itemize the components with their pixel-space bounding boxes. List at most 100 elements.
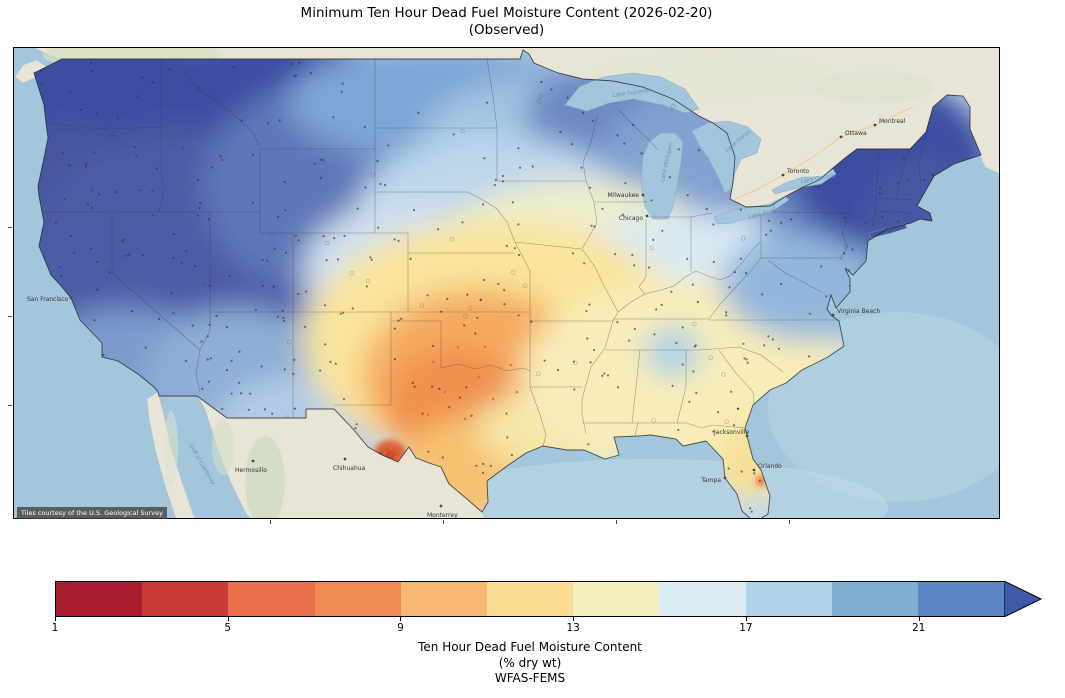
station-dot	[319, 177, 323, 180]
us-border-outline	[33, 49, 982, 519]
station-dot	[517, 147, 520, 150]
station-dot	[91, 189, 94, 192]
station-dot	[740, 470, 743, 473]
station-dot	[197, 86, 200, 89]
station-dot	[483, 345, 487, 349]
colorbar-segment	[314, 582, 401, 616]
city-label: Chihuahua	[333, 465, 366, 472]
station-dot	[749, 507, 752, 510]
station-dot	[278, 119, 281, 122]
station-dot	[196, 214, 199, 217]
station-dot	[141, 76, 144, 79]
station-dot	[144, 346, 147, 349]
station-dot	[530, 320, 533, 323]
station-dot	[651, 418, 656, 423]
station-dot	[540, 81, 543, 84]
station-dot	[69, 234, 73, 237]
station-dot	[767, 335, 770, 338]
colorbar-segment	[400, 582, 487, 616]
colorbar-tick-label: 5	[224, 622, 232, 634]
station-dot	[208, 323, 211, 326]
station-dot	[254, 308, 258, 311]
station-dot	[655, 308, 658, 311]
station-dot	[902, 156, 905, 159]
city-marker	[752, 468, 756, 472]
station-dot	[332, 116, 335, 119]
colorbar-tickmark	[227, 617, 229, 621]
station-dot	[283, 368, 286, 371]
station-dot	[269, 232, 274, 238]
colorbar-tick-label: 21	[911, 622, 926, 634]
station-dot	[522, 283, 528, 288]
station-dot	[510, 270, 516, 275]
station-dot	[878, 192, 882, 195]
station-dot	[168, 68, 171, 71]
station-dot	[725, 314, 728, 317]
station-dot	[440, 310, 443, 313]
station-dot	[660, 303, 663, 306]
station-dot	[452, 133, 455, 136]
station-dot	[677, 148, 681, 151]
station-dot	[493, 183, 496, 187]
colorbar-segment	[142, 582, 229, 616]
station-dot	[771, 338, 775, 341]
station-dot	[260, 365, 263, 368]
station-dot	[230, 392, 233, 395]
station-dot	[753, 472, 756, 475]
station-dot	[505, 244, 508, 247]
station-dot	[820, 265, 823, 268]
station-dot	[158, 317, 161, 320]
station-dot	[290, 63, 293, 66]
station-dot	[85, 163, 88, 166]
station-dot	[304, 325, 307, 328]
city-label: Jacksonville	[713, 429, 749, 436]
station-dot	[543, 359, 546, 362]
station-dot	[896, 220, 900, 223]
great-lakes	[564, 72, 837, 225]
station-dot	[130, 310, 134, 313]
state-borders	[39, 58, 927, 447]
station-dot	[878, 186, 882, 189]
station-dot	[60, 275, 63, 278]
station-dot	[160, 135, 165, 140]
station-dot	[206, 358, 209, 361]
city-labels: San Francisco Hermosillo Chihuahua Monterre…	[27, 118, 906, 519]
station-dot	[769, 229, 772, 232]
station-dot	[712, 430, 715, 433]
station-dot	[151, 190, 154, 193]
axis-tick	[616, 520, 617, 524]
city-marker	[873, 123, 877, 127]
station-dot	[185, 250, 188, 253]
city-label: San Francisco	[27, 296, 69, 303]
station-dot	[745, 358, 748, 361]
station-dot	[696, 300, 699, 304]
station-dot	[482, 462, 485, 466]
station-dot	[277, 215, 280, 218]
station-dot	[733, 424, 736, 427]
axis-tick	[8, 227, 12, 228]
station-dot	[486, 101, 489, 104]
station-dot	[695, 391, 698, 394]
station-dot	[653, 333, 656, 336]
station-dot	[84, 165, 87, 168]
station-dot	[284, 209, 287, 212]
city-marker	[839, 135, 843, 139]
station-dot	[219, 155, 222, 158]
station-dot	[463, 417, 467, 421]
station-dot	[688, 400, 691, 403]
station-dot	[843, 216, 847, 219]
station-dot	[746, 361, 749, 364]
station-dot	[292, 372, 295, 375]
station-dot	[851, 248, 854, 251]
station-dot	[617, 386, 620, 389]
station-dot	[333, 237, 336, 240]
station-dot	[284, 251, 288, 254]
station-dot	[692, 370, 695, 373]
station-dot	[817, 186, 820, 189]
station-dot	[505, 412, 508, 415]
station-dot	[319, 369, 322, 372]
colorbar-tickmark	[55, 617, 56, 621]
station-dot	[324, 343, 327, 346]
station-dot	[155, 167, 159, 170]
